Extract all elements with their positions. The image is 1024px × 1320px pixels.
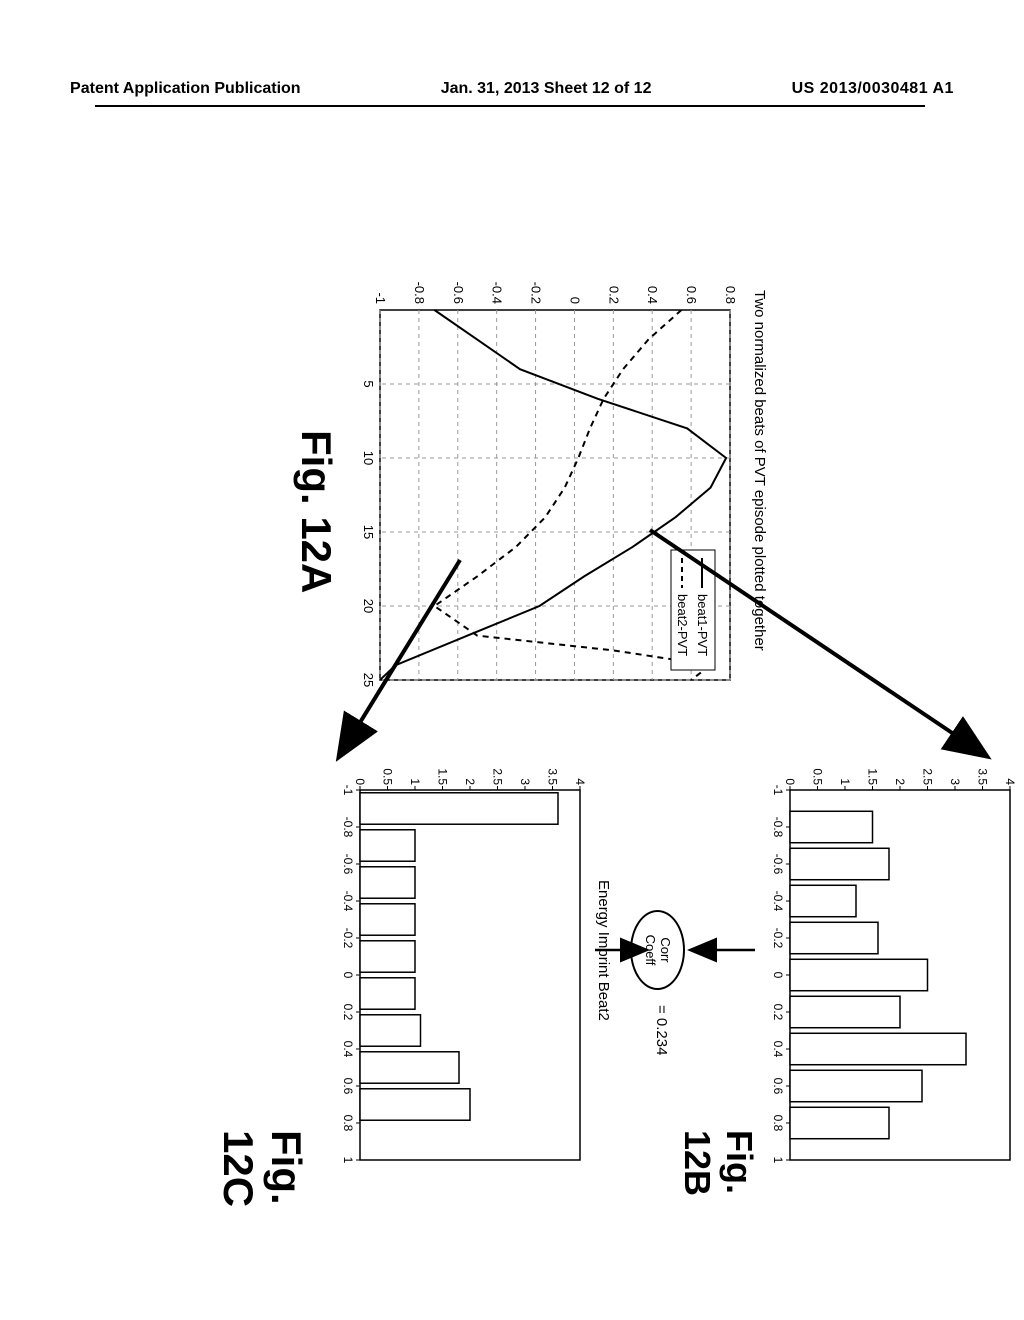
- bar-chart-12b-svg: 0 0.5 1 1.5 2 2.5 3 3.5 4 -1 -0.8 -0.6 -0.4 -0.2 0 0.2…: [760, 750, 1020, 1170]
- bar-chart-12b: Energy Imprint Beat1 00.511.522.533.54 -…: [760, 750, 1020, 1170]
- svg-text:10: 10: [361, 451, 376, 465]
- svg-text:1: 1: [341, 1157, 355, 1164]
- svg-text:beat2-PVT: beat2-PVT: [675, 594, 690, 656]
- svg-text:2.5: 2.5: [491, 768, 505, 785]
- svg-text:4: 4: [1003, 778, 1017, 785]
- svg-text:0.8: 0.8: [723, 286, 738, 304]
- fig-12a-label: Fig. 12A: [292, 430, 340, 593]
- header-rule: [95, 105, 925, 107]
- svg-text:0.4: 0.4: [645, 286, 660, 304]
- svg-text:-1: -1: [373, 292, 388, 304]
- svg-text:-0.6: -0.6: [771, 854, 785, 875]
- svg-text:2.5: 2.5: [921, 768, 935, 785]
- svg-text:-0.4: -0.4: [341, 891, 355, 912]
- svg-text:-0.6: -0.6: [341, 854, 355, 875]
- bar-chart-12c: Energy Imprint Beat2 00.511.522.533.54 -…: [330, 750, 590, 1170]
- svg-text:-1: -1: [771, 785, 785, 796]
- svg-text:0.6: 0.6: [684, 286, 699, 304]
- svg-text:20: 20: [361, 599, 376, 613]
- svg-text:25: 25: [361, 673, 376, 687]
- svg-text:3.5: 3.5: [546, 768, 560, 785]
- line-chart-12a: Two normalized beats of PVT episode plot…: [360, 270, 740, 690]
- svg-text:beat1-PVT: beat1-PVT: [695, 594, 710, 656]
- svg-text:0.8: 0.8: [771, 1115, 785, 1132]
- bar-chart-12c-title: Energy Imprint Beat2: [595, 880, 612, 1021]
- svg-text:1.5: 1.5: [436, 768, 450, 785]
- svg-text:1: 1: [408, 778, 422, 785]
- svg-text:-0.2: -0.2: [529, 282, 544, 304]
- svg-text:0: 0: [783, 778, 797, 785]
- corr-label-1: Corr: [658, 937, 672, 962]
- svg-text:-0.2: -0.2: [341, 928, 355, 949]
- svg-text:0: 0: [353, 778, 367, 785]
- svg-text:-0.8: -0.8: [412, 282, 427, 304]
- svg-text:0.4: 0.4: [771, 1041, 785, 1058]
- svg-text:1.5: 1.5: [866, 768, 880, 785]
- svg-text:0.4: 0.4: [341, 1041, 355, 1058]
- svg-text:0.5: 0.5: [381, 768, 395, 785]
- svg-text:0.6: 0.6: [771, 1078, 785, 1095]
- header-left: Patent Application Publication: [70, 80, 301, 98]
- header-right: US 2013/0030481 A1: [792, 80, 954, 98]
- svg-text:2: 2: [893, 778, 907, 785]
- svg-text:0.2: 0.2: [341, 1004, 355, 1021]
- svg-text:-0.2: -0.2: [771, 928, 785, 949]
- line-chart-title: Two normalized beats of PVT episode plot…: [751, 290, 768, 651]
- svg-text:-1: -1: [341, 785, 355, 796]
- line-chart-svg: -1 -0.8 -0.6 -0.4 -0.2 0 0.2 0.4 0.6 0.8 5 10 15 20 2…: [360, 270, 740, 690]
- svg-text:4: 4: [573, 778, 587, 785]
- bar-chart-12c-svg: 0 0.5 1 1.5 2 2.5 3 3.5 4 -1 -0.8 -0.6 -0.4 -0.2 0 0.2…: [330, 750, 590, 1170]
- svg-text:0: 0: [771, 972, 785, 979]
- svg-text:0: 0: [341, 972, 355, 979]
- svg-text:0.2: 0.2: [771, 1004, 785, 1021]
- corr-coeff-group: Corr Coeff = 0.234: [605, 910, 705, 1060]
- svg-text:-0.4: -0.4: [490, 282, 505, 304]
- svg-text:15: 15: [361, 525, 376, 539]
- svg-text:5: 5: [361, 380, 376, 387]
- svg-text:-0.6: -0.6: [451, 282, 466, 304]
- fig-12c-label: Fig. 12C: [214, 1130, 310, 1207]
- svg-text:1: 1: [838, 778, 852, 785]
- corr-label-2: Coeff: [643, 935, 657, 966]
- corr-coeff-oval: Corr Coeff: [630, 910, 685, 990]
- svg-text:1: 1: [771, 1157, 785, 1164]
- svg-text:3: 3: [518, 778, 532, 785]
- svg-text:3: 3: [948, 778, 962, 785]
- svg-text:-0.8: -0.8: [341, 817, 355, 838]
- svg-text:2: 2: [463, 778, 477, 785]
- svg-text:0.8: 0.8: [341, 1115, 355, 1132]
- svg-text:0.6: 0.6: [341, 1078, 355, 1095]
- svg-text:0.5: 0.5: [811, 768, 825, 785]
- svg-text:0.2: 0.2: [606, 286, 621, 304]
- svg-text:-0.4: -0.4: [771, 891, 785, 912]
- figure-area: Two normalized beats of PVT episode plot…: [0, 250, 1024, 1170]
- svg-text:-0.8: -0.8: [771, 817, 785, 838]
- corr-value: = 0.234: [653, 1005, 670, 1055]
- svg-text:3.5: 3.5: [976, 768, 990, 785]
- page-header: Patent Application Publication Jan. 31, …: [0, 80, 1024, 98]
- fig-12b-label: Fig. 12B: [676, 1130, 760, 1196]
- header-center: Jan. 31, 2013 Sheet 12 of 12: [441, 80, 652, 98]
- svg-text:0: 0: [567, 297, 582, 304]
